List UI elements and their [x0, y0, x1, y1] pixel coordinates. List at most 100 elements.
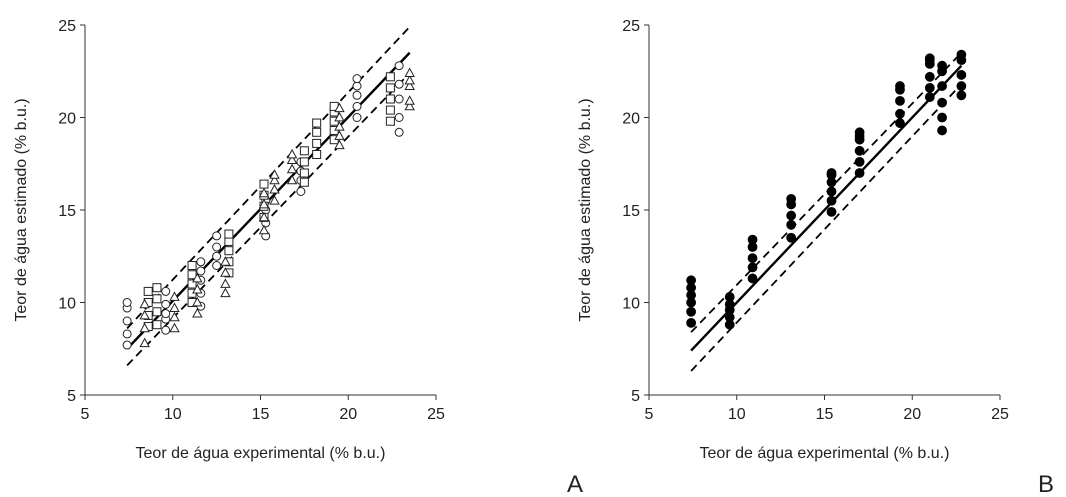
panel-b-data-point — [895, 118, 905, 128]
panel-a-data-point — [296, 187, 306, 196]
panel-b-data-point — [937, 125, 947, 136]
panel-a-data-point — [394, 113, 404, 122]
panel-b-lines — [690, 52, 963, 372]
panel-a-data-point — [404, 100, 415, 111]
panel-b-x-tick-label: 15 — [816, 406, 834, 423]
panel-b-data-point — [895, 95, 905, 106]
panel-a-y-tick-label: 20 — [58, 111, 76, 128]
panel-a-data-point — [187, 270, 197, 280]
panel-b-y-axis-label: Teor de água estimado (% b.u.) — [577, 98, 594, 321]
panel-a-data-point — [152, 283, 162, 293]
panel-a-data-point — [187, 279, 197, 289]
panel-a-data-point — [404, 74, 415, 85]
panel-b-data-point — [826, 168, 837, 178]
panel-b-data-point — [786, 232, 797, 243]
panel-a-data-point — [192, 272, 203, 283]
panel-b-y-tick-label: 20 — [622, 111, 640, 128]
panel-b-data-point — [826, 186, 837, 197]
panel-a-data-point — [122, 340, 132, 350]
panel-a-data-point — [299, 168, 309, 178]
panel-a-y-tick-label: 25 — [58, 18, 76, 35]
panel-a-data-point — [352, 113, 362, 122]
panel-a-data-point — [196, 266, 206, 276]
panel-b-data-point — [854, 157, 865, 167]
panel-a-data-point — [352, 81, 362, 91]
panel-a-data-point — [269, 195, 280, 205]
panel-b-data-point — [956, 49, 967, 60]
panel-b-data-point — [924, 71, 935, 82]
panel-a-y-tick-label: 15 — [58, 203, 76, 220]
panel-a-data-point — [385, 116, 395, 126]
panel-b-data-point — [895, 108, 905, 119]
panel-a-y-ticks: 5 10 15 20 25 — [58, 18, 85, 405]
panel-b-data-point — [826, 206, 837, 217]
panel-a-data-point — [187, 261, 197, 270]
panel-b-data-point — [956, 70, 967, 80]
panel-a-data-point — [196, 257, 206, 267]
panel-a-points — [122, 61, 415, 350]
panel-a-data-point — [286, 148, 298, 159]
panel-a-x-tick-label: 10 — [164, 406, 182, 423]
panel-a-data-point — [299, 177, 309, 187]
panel-a-x-axis-label: Teor de água experimental (% b.u.) — [136, 445, 386, 462]
panel-a-data-point — [152, 320, 162, 330]
panel-b-upper-confidence-line — [690, 52, 963, 333]
panel-a-y-tick-label: 5 — [67, 388, 76, 405]
panel-b-x-tick-label: 25 — [991, 406, 1009, 423]
panel-a-x-tick-label: 25 — [427, 406, 445, 423]
panel-a-data-point — [404, 67, 415, 77]
panel-a-x-ticks: 5 10 15 20 25 — [81, 395, 445, 423]
panel-a-data-point — [139, 298, 150, 309]
panel-a-data-point — [269, 169, 280, 179]
panel-a-data-point — [352, 90, 362, 100]
panel-a-data-point — [122, 298, 132, 307]
panel-a-data-point — [394, 127, 404, 137]
panel-b-data-point — [937, 112, 947, 123]
panel-b-data-point — [956, 90, 967, 101]
panel-b-data-point — [686, 275, 697, 286]
panel-b-x-tick-label: 10 — [728, 406, 746, 423]
panel-b-data-point — [747, 253, 758, 264]
panel-a-data-point — [385, 83, 395, 93]
panel-b-data-point — [924, 83, 935, 93]
panel-a-data-point — [334, 102, 345, 113]
panel-a-data-point — [161, 325, 171, 335]
panel-a-data-point — [212, 251, 222, 261]
panel-a-data-point — [212, 242, 222, 252]
panel-a-data-point — [286, 163, 298, 174]
panel-a-data-point — [220, 287, 231, 298]
panel-a-data-point — [122, 329, 132, 339]
panel-a-data-point — [385, 72, 395, 82]
panel-a-data-point — [334, 130, 345, 140]
panel-a-x-tick-label: 15 — [252, 406, 270, 423]
panel-a-data-point — [224, 229, 234, 239]
panel-a-data-point — [169, 311, 180, 322]
panel-b-data-point — [786, 194, 797, 204]
panel-b-data-point — [747, 234, 758, 245]
panel-a-data-point — [192, 296, 203, 307]
panel-a-data-point — [161, 299, 171, 309]
panel-b-data-point — [956, 81, 967, 91]
panel-b-data-point — [924, 53, 935, 64]
panel-b-data-point — [826, 195, 837, 206]
panel-b-x-tick-label: 20 — [903, 406, 921, 423]
panel-a-data-point — [139, 337, 150, 348]
panel-a-data-point — [169, 302, 180, 312]
panel-a-data-point — [299, 157, 309, 167]
panel-b-letter: B — [1038, 471, 1054, 497]
panel-a-data-point — [169, 291, 180, 301]
panel-a-data-point — [352, 101, 362, 111]
panel-a-data-point — [258, 198, 270, 209]
panel-b-data-point — [854, 168, 865, 178]
panel-b-data-point — [854, 127, 865, 138]
panel-a-data-point — [312, 150, 322, 159]
panel-a-upper-confidence-line — [126, 26, 411, 330]
panel-a-data-point — [312, 118, 322, 128]
panel-a-data-point — [220, 267, 231, 277]
panel-b-data-point — [854, 145, 865, 156]
panel-b-x-axis-label: Teor de água experimental (% b.u.) — [700, 445, 950, 462]
panel-a-data-point — [394, 94, 404, 104]
panel-b-y-tick-label: 25 — [622, 18, 640, 35]
panel-a-data-point — [220, 256, 231, 266]
panel-b-chart: 5 10 15 20 25 5 10 15 20 25 Teor de água experim… — [577, 18, 1054, 497]
